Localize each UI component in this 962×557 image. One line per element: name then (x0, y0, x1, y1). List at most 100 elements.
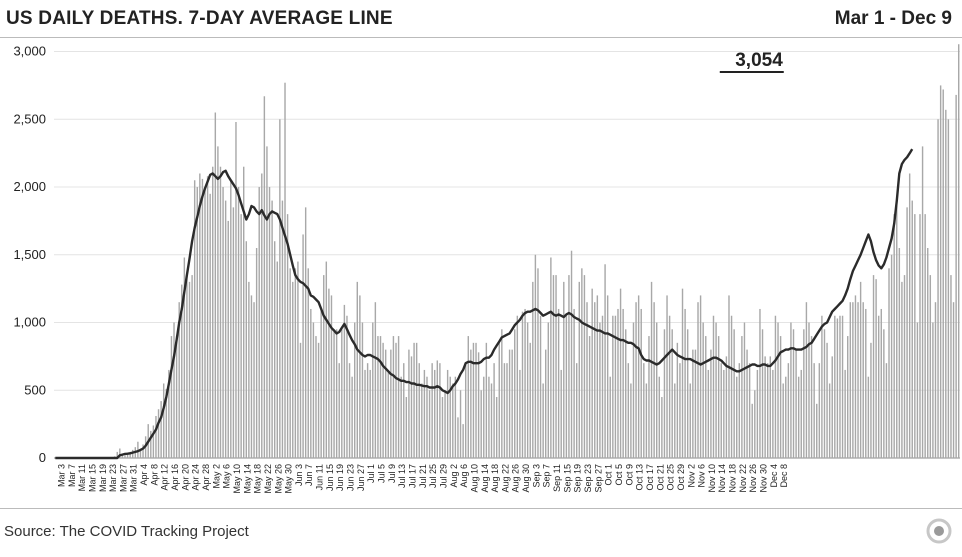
daily-deaths-bar (472, 342, 475, 458)
daily-deaths-bar (841, 315, 844, 458)
x-tick-label: Oct 25 (666, 464, 676, 491)
daily-deaths-bar (426, 376, 428, 458)
daily-deaths-bar (480, 390, 482, 458)
x-tick-label: Aug 10 (469, 464, 479, 493)
daily-deaths-bar (160, 401, 162, 458)
date-range: Mar 1 - Dec 9 (834, 8, 952, 29)
daily-deaths-bar (273, 241, 276, 458)
daily-deaths-bar (684, 308, 686, 458)
daily-deaths-bar (490, 383, 493, 458)
daily-deaths-bar (529, 342, 531, 458)
daily-deaths-bar (565, 315, 568, 458)
daily-deaths-bar (227, 220, 229, 458)
daily-deaths-bar (921, 146, 924, 459)
daily-deaths-bar (769, 356, 771, 458)
daily-deaths-bar (240, 214, 242, 458)
daily-deaths-bar (452, 383, 454, 458)
daily-deaths-bar (446, 369, 449, 458)
y-tick-label: 1,500 (13, 247, 46, 262)
daily-deaths-bar (625, 329, 627, 458)
daily-deaths-bar (253, 302, 255, 458)
daily-deaths-bar (839, 315, 841, 458)
daily-deaths-bar (676, 342, 679, 458)
x-tick-label: May 30 (284, 464, 294, 494)
daily-deaths-bar (870, 342, 872, 458)
x-tick-label: Apr 12 (160, 464, 170, 491)
x-tick-label: Nov 30 (759, 464, 769, 493)
daily-deaths-bar (415, 342, 418, 458)
daily-deaths-bar (462, 424, 464, 458)
daily-deaths-bar (537, 268, 539, 458)
daily-deaths-bar (885, 363, 888, 458)
daily-deaths-bar (594, 302, 596, 458)
daily-deaths-bar (599, 322, 601, 458)
daily-deaths-bar (591, 288, 593, 458)
daily-deaths-bar (183, 257, 186, 458)
daily-deaths-bar (712, 315, 715, 458)
daily-deaths-bar (847, 336, 849, 458)
daily-deaths-bar (756, 369, 759, 458)
daily-deaths-bar (792, 329, 795, 458)
x-tick-label: Nov 6 (697, 464, 707, 488)
daily-deaths-bar (441, 397, 444, 458)
daily-deaths-bar (818, 363, 821, 458)
daily-deaths-bar (397, 336, 400, 458)
daily-deaths-bar (945, 109, 947, 458)
daily-deaths-bar (823, 329, 826, 458)
daily-deaths-bar (950, 275, 952, 458)
daily-deaths-bar (622, 308, 624, 458)
daily-deaths-bar (199, 173, 201, 458)
daily-deaths-bar (374, 302, 377, 458)
daily-deaths-bar (539, 315, 542, 458)
daily-deaths-bar (191, 275, 193, 458)
daily-deaths-bar (901, 281, 903, 458)
daily-deaths-bar (132, 449, 134, 458)
y-tick-label: 1,000 (13, 315, 46, 330)
daily-deaths-bar (764, 356, 766, 458)
x-tick-label: Jun 11 (315, 464, 325, 490)
daily-deaths-bar (284, 82, 286, 458)
daily-deaths-bar (929, 275, 932, 458)
daily-deaths-bar (797, 376, 800, 458)
daily-deaths-bar (150, 430, 152, 458)
daily-deaths-bar (175, 336, 178, 458)
daily-deaths-bar (348, 363, 351, 458)
daily-deaths-bar (568, 275, 570, 458)
daily-deaths-bar (604, 264, 606, 458)
x-tick-label: Jul 21 (418, 464, 428, 488)
x-tick-label: Mar 7 (67, 464, 77, 487)
daily-deaths-bar (880, 308, 882, 458)
daily-deaths-bar (403, 363, 405, 458)
daily-deaths-bar (800, 369, 802, 458)
daily-deaths-bar (545, 349, 547, 458)
daily-deaths-bar (927, 248, 929, 458)
x-tick-label: Nov 18 (728, 464, 738, 493)
daily-deaths-bar (674, 383, 676, 458)
daily-deaths-bar (717, 336, 720, 458)
daily-deaths-bar (655, 322, 658, 458)
daily-deaths-bar (790, 322, 792, 458)
x-tick-label: Aug 6 (459, 464, 469, 488)
x-tick-label: Aug 26 (511, 464, 521, 493)
x-tick-label: May 2 (211, 464, 221, 489)
x-tick-label: Apr 16 (170, 464, 180, 491)
daily-deaths-bar (485, 342, 488, 458)
daily-deaths-bar (942, 89, 944, 458)
daily-deaths-bar (232, 207, 235, 458)
y-tick-label: 2,000 (13, 179, 46, 194)
daily-deaths-bar (581, 268, 583, 458)
daily-deaths-bar (310, 308, 312, 458)
daily-deaths-bar (849, 302, 852, 458)
daily-deaths-bar (162, 383, 165, 458)
daily-deaths-bar (805, 302, 808, 458)
x-tick-label: Aug 30 (521, 464, 531, 493)
daily-deaths-bar (157, 409, 160, 458)
daily-deaths-bar (777, 322, 779, 458)
daily-deaths-bar (142, 444, 144, 458)
daily-deaths-bar (782, 383, 784, 458)
daily-deaths-bar (506, 363, 508, 458)
daily-deaths-bar (328, 288, 330, 458)
daily-deaths-bar (501, 329, 503, 458)
daily-deaths-bar (627, 363, 630, 458)
daily-deaths-bar (470, 349, 472, 458)
